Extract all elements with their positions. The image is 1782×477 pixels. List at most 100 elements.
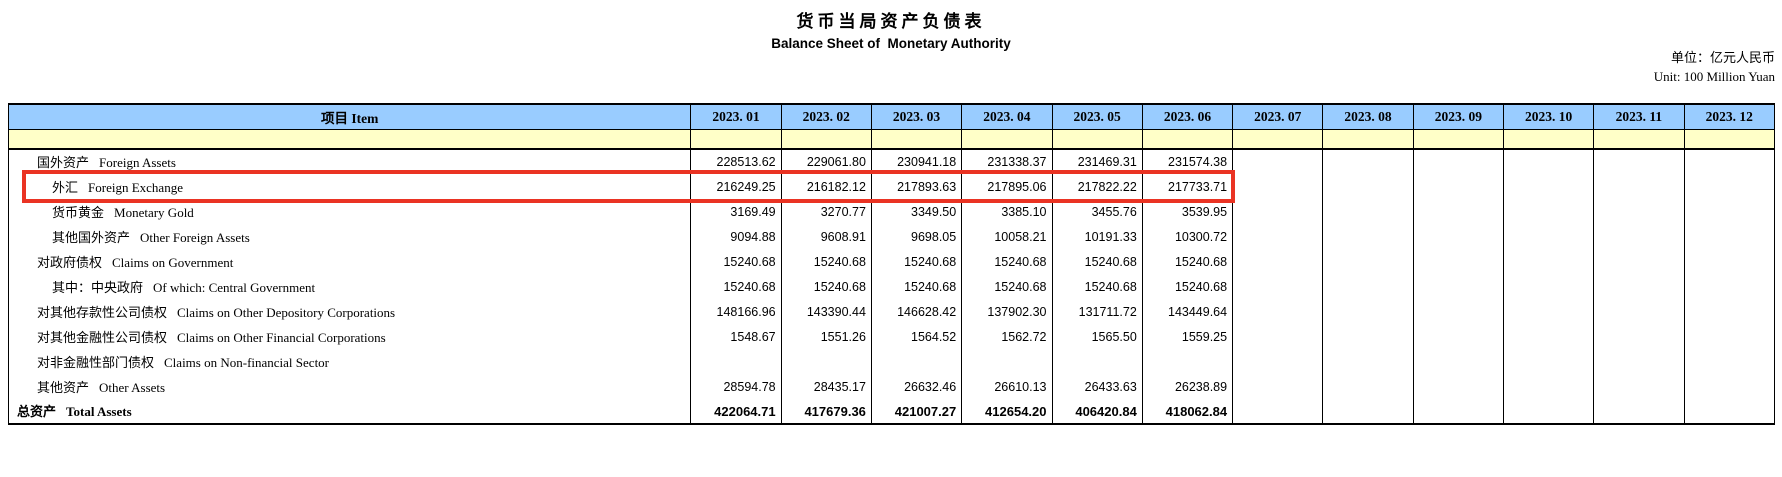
value-cell xyxy=(1502,249,1595,274)
value-cell: 217733.71 xyxy=(1141,174,1234,199)
month-header-cell: 2023. 06 xyxy=(1141,103,1234,130)
value-cell: 1564.52 xyxy=(870,324,963,349)
value-cell xyxy=(1232,274,1324,299)
value-cell: 3385.10 xyxy=(961,199,1053,224)
row-label: 外汇 Foreign Exchange xyxy=(7,174,692,199)
value-cell xyxy=(1593,149,1685,174)
value-cell: 15240.68 xyxy=(1051,274,1143,299)
band-cell xyxy=(1141,129,1234,150)
unit-label-zh: 单位：亿元人民币 xyxy=(1670,50,1775,65)
value-cell: 3455.76 xyxy=(1051,199,1143,224)
value-cell xyxy=(1051,349,1143,374)
month-header-cell: 2023. 08 xyxy=(1322,103,1414,130)
value-cell: 28594.78 xyxy=(690,374,782,399)
value-cell xyxy=(1412,149,1504,174)
table-row: 其中：中央政府 Of which: Central Government 15240… xyxy=(7,274,1776,299)
row-label: 对政府债权 Claims on Government xyxy=(7,249,692,274)
value-cell: 3349.50 xyxy=(870,199,963,224)
row-label-zh: 货币黄金 xyxy=(52,204,105,220)
value-cell: 230941.18 xyxy=(870,149,963,174)
value-cell: 10300.72 xyxy=(1141,224,1234,249)
row-label-en: Claims on Non-financial Sector xyxy=(164,354,330,370)
value-cell xyxy=(1232,399,1324,424)
month-header-cell: 2023. 10 xyxy=(1502,103,1595,130)
band-cell xyxy=(1232,129,1324,150)
row-label: 国外资产 Foreign Assets xyxy=(7,149,692,174)
band-cell xyxy=(690,129,782,150)
value-cell: 3169.49 xyxy=(690,199,782,224)
month-header-cell: 2023. 12 xyxy=(1683,103,1776,130)
value-cell: 412654.20 xyxy=(961,399,1053,424)
value-cell: 231469.31 xyxy=(1051,149,1143,174)
value-cell: 1565.50 xyxy=(1051,324,1143,349)
value-cell: 148166.96 xyxy=(690,299,782,324)
row-label: 对其他金融性公司债权 Claims on Other Financial Corp… xyxy=(7,324,692,349)
value-cell: 15240.68 xyxy=(690,274,782,299)
value-cell xyxy=(1593,299,1685,324)
row-label-en: Foreign Exchange xyxy=(88,179,183,195)
month-header-cell: 2023. 04 xyxy=(961,103,1053,130)
page-title-zh: 货币当局资产负债表 xyxy=(796,12,986,31)
value-cell xyxy=(1322,249,1414,274)
month-header-cell: 2023. 07 xyxy=(1232,103,1324,130)
value-cell xyxy=(1322,324,1414,349)
row-label-zh: 对非金融性部门债权 xyxy=(37,354,155,370)
row-label-zh: 总资产 xyxy=(17,404,57,419)
balance-table: 项目 Item 2023. 01 2023. 02 2023. 03 2023. 04… xyxy=(7,103,1776,425)
table-row: 对政府债权 Claims on Government 15240.68 15240.6… xyxy=(7,249,1776,274)
value-cell xyxy=(1683,174,1776,199)
month-header-cell: 2023. 05 xyxy=(1051,103,1143,130)
value-cell: 15240.68 xyxy=(961,249,1053,274)
month-header-cell: 2023. 09 xyxy=(1412,103,1504,130)
value-cell xyxy=(1232,149,1324,174)
value-cell xyxy=(1232,374,1324,399)
value-cell: 131711.72 xyxy=(1051,299,1143,324)
band-cell xyxy=(1593,129,1685,150)
value-cell: 10191.33 xyxy=(1051,224,1143,249)
month-header-cell: 2023. 11 xyxy=(1593,103,1685,130)
value-cell xyxy=(1593,249,1685,274)
value-cell xyxy=(1683,249,1776,274)
value-cell: 28435.17 xyxy=(780,374,872,399)
row-label-zh: 对政府债权 xyxy=(37,254,103,270)
value-cell: 1551.26 xyxy=(780,324,872,349)
row-label: 对非金融性部门债权 Claims on Non-financial Sector xyxy=(7,349,692,374)
value-cell xyxy=(1683,399,1776,424)
value-cell xyxy=(1502,149,1595,174)
value-cell xyxy=(1502,349,1595,374)
row-label: 其中：中央政府 Of which: Central Government xyxy=(7,274,692,299)
row-label: 总资产 Total Assets xyxy=(7,399,692,424)
value-cell xyxy=(1502,274,1595,299)
page-title-en: Balance Sheet of Monetary Authority xyxy=(771,36,1011,51)
row-label-zh: 国外资产 xyxy=(37,155,90,170)
value-cell xyxy=(1232,324,1324,349)
value-cell: 9698.05 xyxy=(870,224,963,249)
value-cell: 231338.37 xyxy=(961,149,1053,174)
row-label-en: Claims on Other Depository Corporations xyxy=(177,304,396,320)
value-cell xyxy=(1593,374,1685,399)
value-cell: 421007.27 xyxy=(870,399,963,424)
band-cell xyxy=(7,129,692,150)
table-row: 国外资产 Foreign Assets 228513.62 229061.80 2309… xyxy=(7,149,1776,174)
value-cell: 26433.63 xyxy=(1051,374,1143,399)
band-cell xyxy=(1412,129,1504,150)
value-cell: 15240.68 xyxy=(780,249,872,274)
value-cell xyxy=(1232,299,1324,324)
value-cell xyxy=(1683,224,1776,249)
band-cell xyxy=(961,129,1053,150)
table-row: 外汇 Foreign Exchange 216249.25 216182.12 2178… xyxy=(7,174,1776,199)
value-cell xyxy=(1232,224,1324,249)
item-header-cell: 项目 Item xyxy=(7,103,692,130)
value-cell xyxy=(1593,349,1685,374)
value-cell: 3270.77 xyxy=(780,199,872,224)
row-label-zh: 其他国外资产 xyxy=(52,229,131,245)
row-label: 其他资产 Other Assets xyxy=(7,374,692,399)
value-cell xyxy=(1502,324,1595,349)
unit-label-en: Unit: 100 Million Yuan xyxy=(1653,68,1775,84)
value-cell: 143449.64 xyxy=(1141,299,1234,324)
row-label-zh: 对其他金融性公司债权 xyxy=(37,329,168,345)
value-cell xyxy=(1683,199,1776,224)
value-cell: 15240.68 xyxy=(780,274,872,299)
row-label: 其他国外资产 Other Foreign Assets xyxy=(7,224,692,249)
band-row xyxy=(7,129,1776,150)
